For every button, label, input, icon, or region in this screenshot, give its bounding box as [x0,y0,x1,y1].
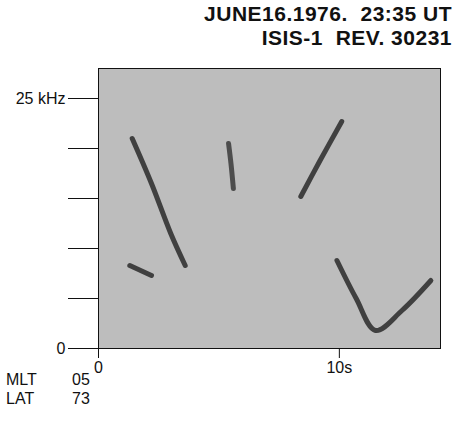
html-text:LAT: LAT [6,390,35,407]
svg-text:0: 0 [94,359,103,376]
html-text:05: 05 [72,371,90,388]
html-text:JUNE16.1976. 23:35 UT: JUNE16.1976. 23:35 UT [204,2,452,25]
svg-text:25 kHz: 25 kHz [16,90,66,107]
html-text:MLT: MLT [6,371,37,388]
svg-text:10s: 10s [326,359,352,376]
svg-text:0: 0 [57,340,66,357]
html-text:ISIS-1 REV. 30231: ISIS-1 REV. 30231 [261,26,452,49]
html-text:73: 73 [72,390,90,407]
